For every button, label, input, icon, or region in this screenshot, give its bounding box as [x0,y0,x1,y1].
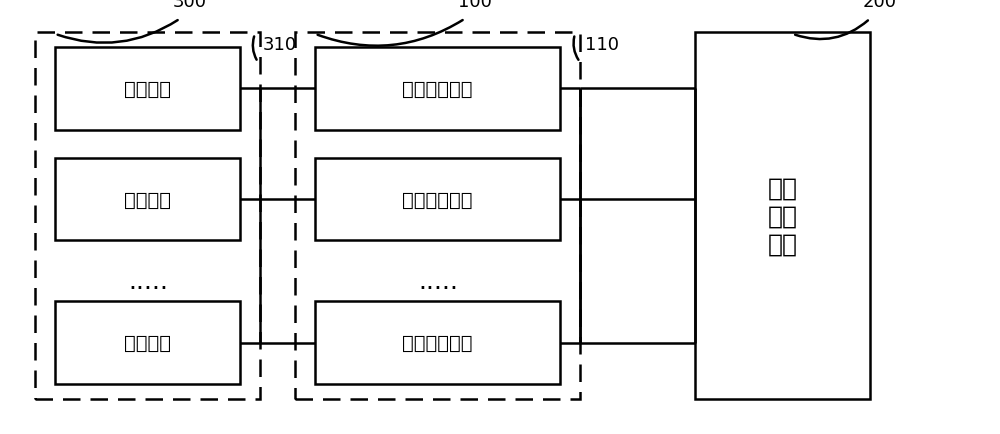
Text: ·····: ····· [418,276,458,301]
Text: 均衡电路单元: 均衡电路单元 [402,333,473,352]
Text: 300: 300 [173,0,207,11]
Text: 采集
驱动
模块: 采集 驱动 模块 [768,176,798,256]
Text: ·····: ····· [128,276,168,301]
Text: 储能元件: 储能元件 [124,333,171,352]
Text: 储能元件: 储能元件 [124,190,171,209]
Text: 200: 200 [863,0,897,11]
Bar [55,302,240,384]
Text: 储能元件: 储能元件 [124,79,171,99]
Text: 310: 310 [263,36,297,54]
Bar [315,158,560,241]
Text: 均衡电路单元: 均衡电路单元 [402,79,473,99]
Text: 100: 100 [458,0,492,11]
Bar [35,33,260,399]
Bar [295,33,580,399]
Text: 均衡电路单元: 均衡电路单元 [402,190,473,209]
Bar [315,48,560,130]
Bar [55,48,240,130]
Bar [315,302,560,384]
Bar [55,158,240,241]
Bar [695,33,870,399]
Text: 110: 110 [585,36,619,54]
